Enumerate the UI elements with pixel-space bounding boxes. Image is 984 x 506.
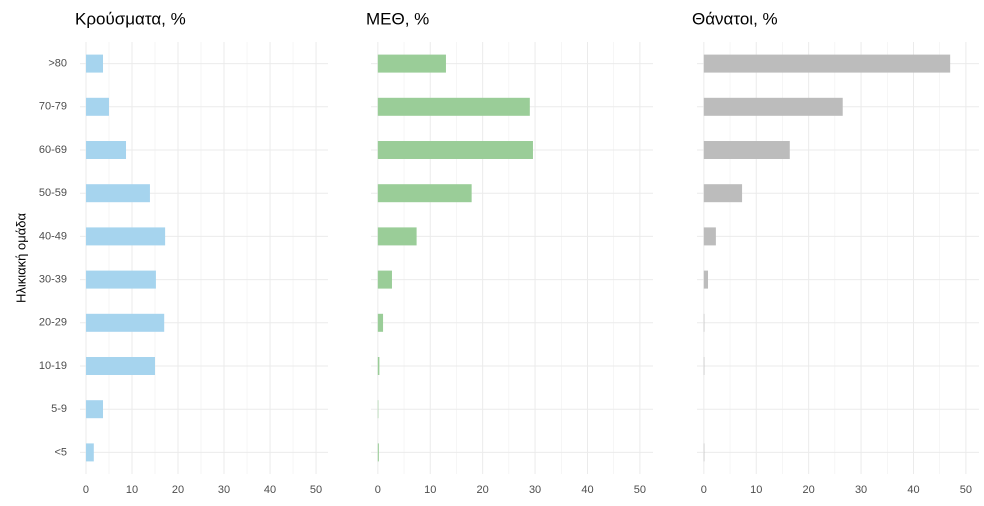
x-tick-label: 40: [264, 484, 276, 496]
y-tick-label: 30-39: [39, 274, 67, 286]
y-tick-label: 70-79: [39, 101, 67, 113]
bar: [377, 227, 417, 246]
bar: [377, 357, 380, 375]
x-tick-label: 50: [310, 484, 322, 496]
bar: [703, 97, 843, 116]
x-tick-label: 40: [581, 484, 593, 496]
bar: [377, 270, 392, 289]
bar: [377, 313, 384, 332]
panel-title: Κρούσματα, %: [75, 9, 186, 28]
y-tick-label: 5-9: [51, 403, 67, 415]
y-tick-label: >80: [48, 58, 67, 70]
x-tick-label: 30: [855, 484, 867, 496]
bar: [377, 97, 530, 116]
x-tick-label: 30: [529, 484, 541, 496]
bar: [85, 54, 104, 73]
bar: [703, 227, 716, 246]
y-axis-label: Ηλικιακή ομάδα: [13, 213, 28, 303]
x-tick-label: 40: [907, 484, 919, 496]
bar: [703, 184, 743, 203]
x-tick-label: 50: [634, 484, 646, 496]
bar: [703, 270, 709, 289]
bar: [703, 313, 705, 332]
bar: [85, 400, 104, 419]
bar: [377, 141, 533, 159]
bar: [85, 184, 150, 203]
bar: [377, 54, 446, 73]
x-tick-label: 30: [218, 484, 230, 496]
x-tick-label: 10: [126, 484, 138, 496]
bar: [85, 270, 156, 289]
bar: [85, 141, 127, 159]
bar: [377, 443, 379, 462]
x-tick-label: 10: [424, 484, 436, 496]
bar: [85, 443, 94, 462]
y-tick-label: 40-49: [39, 230, 67, 242]
x-tick-label: 0: [701, 484, 707, 496]
y-tick-label: 50-59: [39, 187, 67, 199]
x-tick-label: 20: [172, 484, 184, 496]
y-tick-label: 60-69: [39, 144, 67, 156]
x-tick-label: 0: [83, 484, 89, 496]
x-tick-label: 0: [375, 484, 381, 496]
bar: [85, 227, 166, 246]
y-tick-label: 10-19: [39, 360, 67, 372]
bar: [85, 97, 109, 116]
bar: [703, 357, 705, 375]
panel-title: Θάνατοι, %: [692, 9, 778, 28]
bar: [377, 400, 379, 419]
bar: [703, 141, 790, 159]
x-tick-label: 20: [803, 484, 815, 496]
bar: [377, 184, 472, 203]
y-tick-label: 20-29: [39, 317, 67, 329]
bar: [85, 313, 165, 332]
bar: [703, 54, 951, 73]
bar: [85, 357, 155, 375]
panel-title: ΜΕΘ, %: [366, 9, 429, 28]
x-tick-label: 10: [750, 484, 762, 496]
x-tick-label: 20: [477, 484, 489, 496]
x-tick-label: 50: [960, 484, 972, 496]
y-tick-label: <5: [54, 446, 67, 458]
bar: [703, 443, 705, 462]
